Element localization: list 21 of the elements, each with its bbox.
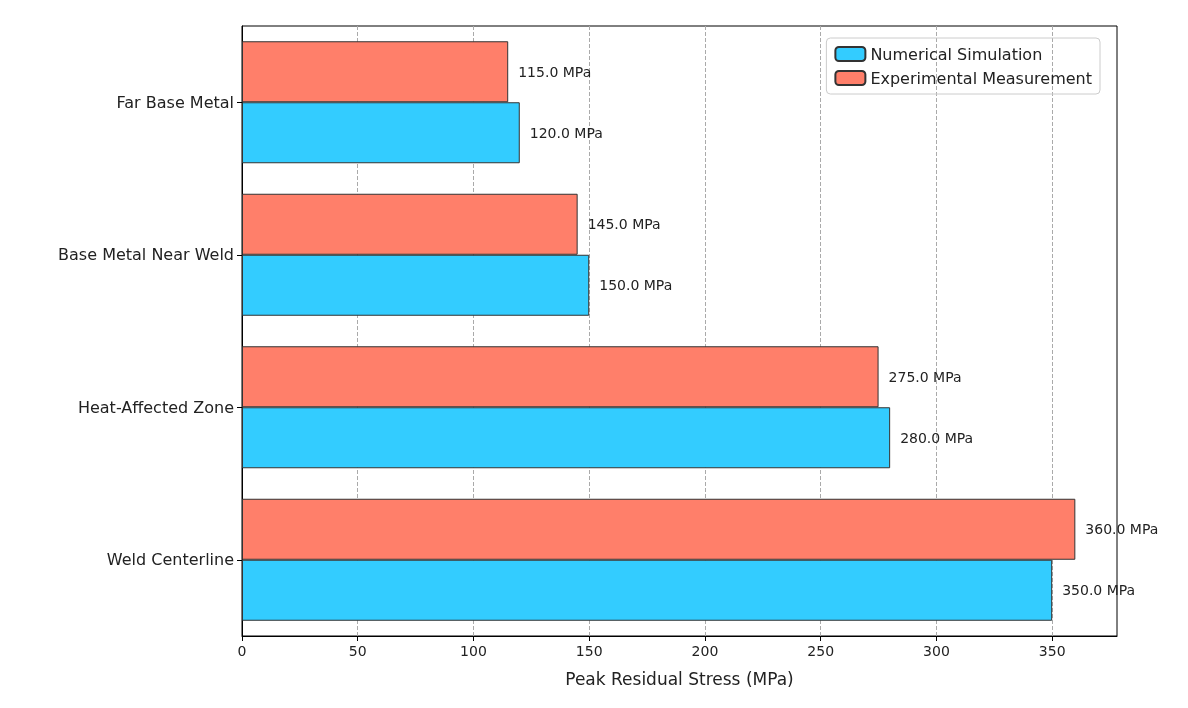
data-label: 275.0 MPa xyxy=(888,368,962,385)
x-tick-label: 350 xyxy=(1038,643,1066,659)
data-label: 280.0 MPa xyxy=(900,429,974,446)
data-label: 120.0 MPa xyxy=(529,124,603,141)
x-tick-label: 100 xyxy=(460,643,487,659)
y-tick-label: Far Base Metal xyxy=(116,92,234,112)
x-tick-label: 0 xyxy=(237,643,247,659)
y-tick-label: Heat-Affected Zone xyxy=(77,397,234,417)
data-label: 150.0 MPa xyxy=(599,277,673,294)
legend-label: Experimental Measurement xyxy=(870,68,1092,88)
x-tick-label: 150 xyxy=(575,643,603,659)
y-tick-label: Base Metal Near Weld xyxy=(58,245,234,265)
x-tick-label: 50 xyxy=(348,643,367,659)
x-tick-label: 250 xyxy=(807,643,835,659)
data-label: 115.0 MPa xyxy=(518,63,592,80)
x-axis-title: Peak Residual Stress (MPa) xyxy=(565,668,794,689)
x-tick-label: 200 xyxy=(691,643,719,659)
x-tick-label: 300 xyxy=(923,643,950,659)
y-tick-label: Weld Centerline xyxy=(106,550,234,570)
legend-label: Numerical Simulation xyxy=(870,44,1043,64)
data-label: 145.0 MPa xyxy=(587,216,661,233)
